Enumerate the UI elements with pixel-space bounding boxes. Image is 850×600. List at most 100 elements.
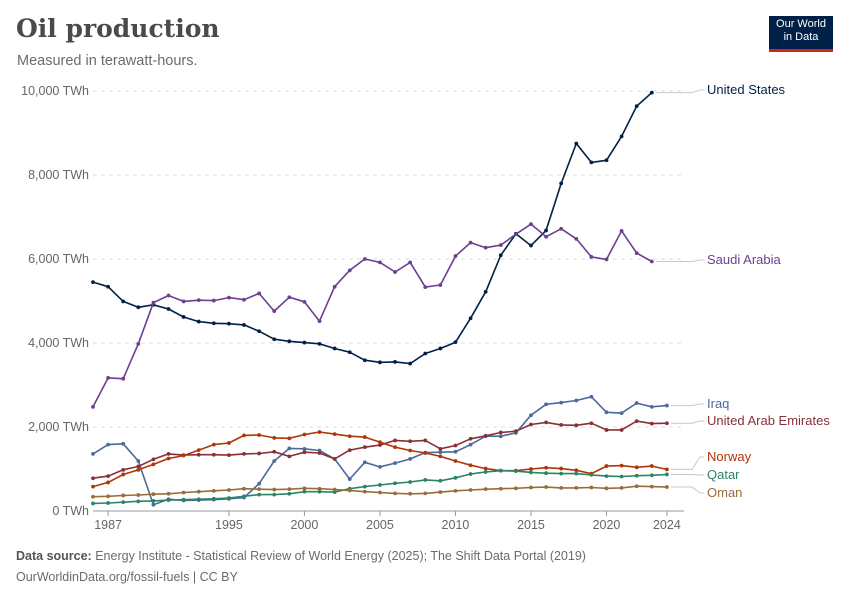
- data-point: [559, 181, 564, 186]
- line-chart: 0 TWh 2,000 TWh 4,000 TWh 6,000 TWh 8,000 TW…: [21, 82, 830, 532]
- data-point: [91, 494, 95, 499]
- data-point: [634, 465, 639, 470]
- series-label[interactable]: Qatar: [707, 467, 740, 482]
- data-point: [181, 497, 186, 502]
- data-point: [498, 486, 503, 491]
- data-point: [347, 477, 352, 481]
- data-point: [423, 451, 428, 455]
- data-point: [604, 410, 609, 415]
- data-point: [423, 285, 428, 290]
- data-point: [634, 419, 639, 424]
- x-tick-label: 2024: [653, 518, 681, 532]
- data-point: [151, 499, 156, 503]
- series-label[interactable]: Oman: [707, 485, 742, 500]
- data-point: [317, 341, 322, 346]
- data-point: [227, 441, 231, 445]
- data-point: [257, 481, 262, 486]
- data-point: [664, 472, 669, 477]
- x-tick-label: 1995: [215, 518, 243, 532]
- gridlines: [93, 90, 684, 428]
- series-line[interactable]: [92, 431, 668, 488]
- data-point: [196, 489, 201, 494]
- data-point: [513, 232, 518, 237]
- data-point: [166, 451, 171, 456]
- license-link[interactable]: OurWorldinData.org/fossil-fuels | CC BY: [16, 570, 238, 584]
- data-point: [393, 445, 397, 450]
- data-point: [106, 501, 111, 505]
- data-point: [317, 489, 322, 494]
- series-line[interactable]: [92, 223, 653, 408]
- data-point: [529, 467, 533, 471]
- data-point: [483, 487, 488, 492]
- data-point: [468, 436, 473, 441]
- data-point: [121, 500, 126, 505]
- data-point: [106, 375, 111, 380]
- data-point: [438, 490, 443, 494]
- data-point: [498, 243, 503, 248]
- data-point: [287, 454, 292, 459]
- series-label[interactable]: United Arab Emirates: [707, 413, 830, 428]
- data-point: [378, 490, 382, 495]
- series-line[interactable]: [92, 92, 653, 365]
- data-point: [513, 429, 518, 434]
- x-tick-label: 2020: [593, 518, 621, 532]
- data-point: [257, 451, 262, 456]
- data-point: [529, 413, 533, 418]
- data-point: [211, 452, 216, 457]
- data-point: [362, 445, 367, 450]
- data-point: [393, 491, 397, 496]
- data-point: [347, 448, 352, 452]
- data-point: [634, 104, 639, 109]
- data-point: [272, 337, 277, 342]
- logo-line-2: in Data: [783, 31, 819, 43]
- data-point: [453, 443, 458, 448]
- data-point: [408, 457, 413, 461]
- data-point: [574, 236, 579, 241]
- data-point: [302, 450, 307, 455]
- x-tick-label: 2015: [517, 518, 545, 532]
- data-point: [272, 309, 277, 313]
- owid-logo[interactable]: Our World in Data: [769, 16, 833, 52]
- data-point: [664, 421, 669, 426]
- x-tick-label: 2005: [366, 518, 394, 532]
- data-point: [196, 452, 201, 457]
- data-point: [106, 284, 111, 289]
- data-point: [332, 487, 337, 492]
- data-point: [468, 463, 473, 468]
- data-point: [649, 404, 654, 409]
- data-point: [136, 467, 141, 472]
- y-tick-label: 2,000 TWh: [28, 420, 89, 434]
- data-point: [136, 499, 141, 504]
- data-point: [619, 486, 624, 490]
- data-point: [544, 402, 548, 407]
- series-label[interactable]: Norway: [707, 449, 752, 464]
- data-point: [649, 484, 654, 489]
- data-point: [619, 428, 624, 432]
- series-label[interactable]: Saudi Arabia: [707, 252, 781, 267]
- data-point: [121, 467, 126, 472]
- series-label[interactable]: Iraq: [707, 396, 729, 411]
- data-point: [317, 486, 322, 491]
- data-point: [393, 270, 397, 274]
- x-tick-label: 2000: [291, 518, 319, 532]
- data-point: [453, 340, 458, 345]
- page-subtitle: Measured in terawatt-hours.: [17, 53, 198, 69]
- data-point: [362, 358, 367, 363]
- series-line[interactable]: [92, 420, 667, 479]
- data-source-text: Energy Institute - Statistical Review of…: [95, 549, 586, 563]
- series-label[interactable]: United States: [707, 82, 786, 97]
- label-connector: [670, 403, 704, 407]
- data-point: [91, 451, 95, 456]
- data-point: [242, 323, 246, 327]
- data-point: [166, 498, 171, 502]
- data-point: [589, 394, 594, 399]
- data-point: [287, 446, 292, 451]
- data-point: [106, 442, 111, 447]
- data-point: [196, 497, 201, 502]
- data-point: [544, 465, 548, 470]
- data-point: [649, 421, 654, 426]
- data-point: [408, 361, 413, 366]
- data-point: [302, 432, 307, 437]
- data-point: [423, 491, 428, 496]
- data-point: [272, 436, 277, 440]
